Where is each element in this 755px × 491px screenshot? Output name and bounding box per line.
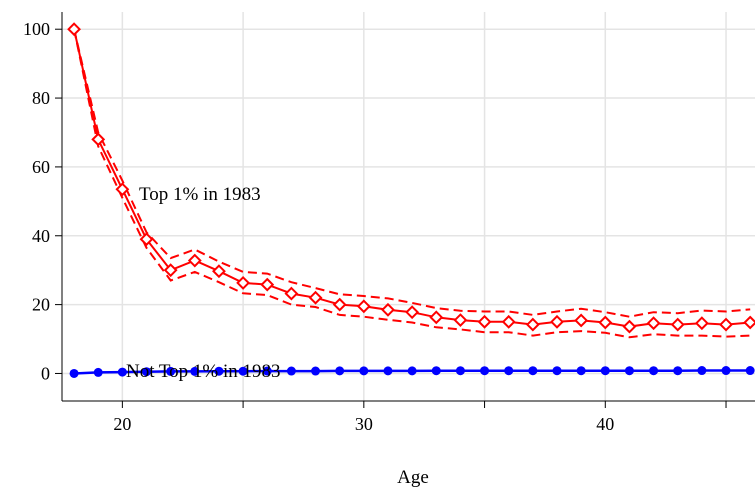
data-point-not-top1 <box>311 366 321 376</box>
data-point-not-top1 <box>576 366 586 376</box>
data-point-top1 <box>187 253 202 268</box>
y-tick-label: 100 <box>23 19 50 39</box>
data-point-top1 <box>381 302 395 317</box>
x-tick-label: 30 <box>355 414 373 434</box>
data-point-top1 <box>356 299 371 314</box>
grid <box>62 12 755 401</box>
data-point-top1 <box>115 182 130 197</box>
data-point-not-top1 <box>335 366 345 376</box>
data-point-top1 <box>453 313 468 328</box>
data-point-not-top1 <box>407 366 417 376</box>
data-point-top1 <box>477 314 492 329</box>
data-point-top1 <box>163 263 178 278</box>
data-point-not-top1 <box>624 366 634 376</box>
data-point-not-top1 <box>745 366 755 376</box>
y-tick-label: 80 <box>32 88 50 108</box>
data-point-top1 <box>622 319 637 334</box>
data-point-top1 <box>646 316 661 331</box>
data-point-top1 <box>405 305 420 320</box>
data-point-not-top1 <box>166 366 176 376</box>
ci-upper-line <box>73 28 751 318</box>
data-point-not-top1 <box>69 368 79 378</box>
y-tick-label: 40 <box>32 226 50 246</box>
x-tick-label: 40 <box>596 414 614 434</box>
data-point-not-top1 <box>721 366 731 376</box>
annotation-not-top1: Not Top 1% in 1983 <box>126 361 281 382</box>
y-tick-label: 60 <box>32 157 50 177</box>
data-point-not-top1 <box>117 367 127 377</box>
data-point-top1 <box>260 277 275 292</box>
data-point-not-top1 <box>480 366 490 376</box>
data-point-not-top1 <box>214 366 224 376</box>
data-point-top1 <box>212 264 226 279</box>
data-point-not-top1 <box>431 366 441 376</box>
data-point-not-top1 <box>190 366 200 376</box>
y-tick-label: 0 <box>41 363 50 383</box>
data-point-not-top1 <box>673 366 683 376</box>
data-point-not-top1 <box>552 366 562 376</box>
series-line-top1 <box>73 28 751 328</box>
data-point-not-top1 <box>142 367 152 377</box>
data-point-not-top1 <box>600 366 610 376</box>
data-point-top1 <box>598 315 613 330</box>
data-point-top1 <box>574 313 589 328</box>
data-point-top1 <box>550 314 564 329</box>
ticks: 0 20 40 60 80 100 20 30 40 <box>23 19 727 434</box>
data-point-not-top1 <box>528 366 538 376</box>
data-point-not-top1 <box>504 366 514 376</box>
ci-lower-line <box>73 28 751 339</box>
data-point-top1 <box>332 297 347 312</box>
data-point-not-top1 <box>359 366 369 376</box>
data-point-not-top1 <box>93 367 103 377</box>
data-point-not-top1 <box>286 366 296 376</box>
data-point-not-top1 <box>262 366 272 376</box>
data-point-top1 <box>670 317 685 332</box>
data-point-top1 <box>284 286 299 301</box>
data-point-top1 <box>525 317 540 332</box>
data-point-top1 <box>429 310 444 325</box>
data-point-not-top1 <box>383 366 393 376</box>
data-point-top1 <box>139 232 154 247</box>
data-point-not-top1 <box>697 366 707 376</box>
data-point-top1 <box>501 314 516 329</box>
axes <box>61 12 755 402</box>
data-point-top1 <box>694 316 709 331</box>
data-point-top1 <box>743 315 755 330</box>
data-point-top1 <box>719 317 733 332</box>
x-axis-title: Age <box>397 467 429 488</box>
series-layer <box>67 22 755 378</box>
y-tick-label: 20 <box>32 295 50 315</box>
data-point-not-top1 <box>649 366 659 376</box>
x-tick-label: 20 <box>113 414 131 434</box>
annotation-top1: Top 1% in 1983 <box>139 184 261 205</box>
data-point-not-top1 <box>238 366 248 376</box>
data-point-not-top1 <box>455 366 465 376</box>
data-point-top1 <box>67 22 81 37</box>
data-point-top1 <box>91 132 106 147</box>
data-point-top1 <box>236 276 251 290</box>
data-point-top1 <box>308 290 323 305</box>
